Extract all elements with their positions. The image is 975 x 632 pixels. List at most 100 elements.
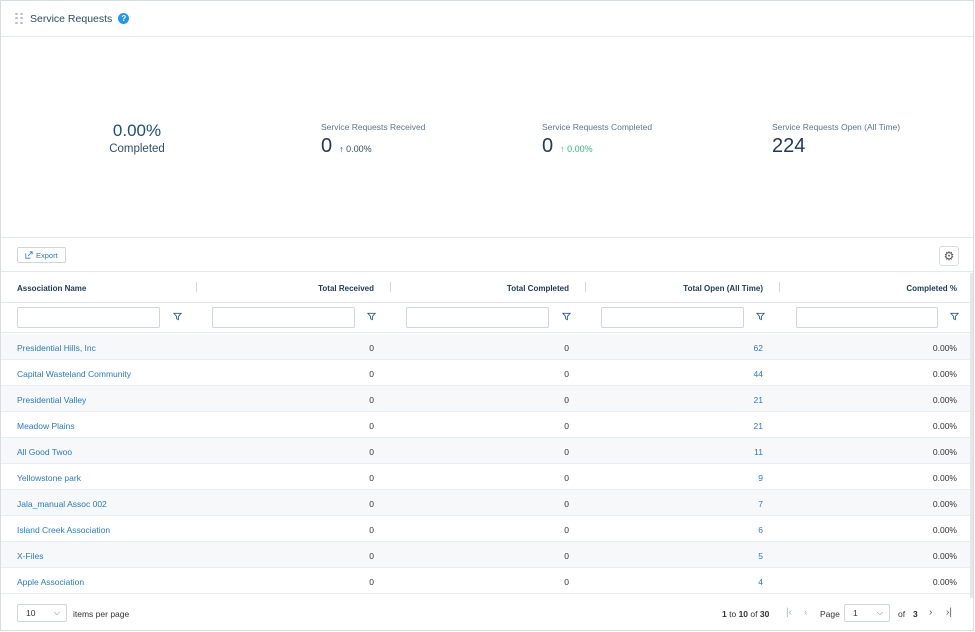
filter-icon[interactable] <box>367 312 376 321</box>
kpi-done-delta: ↑ 0.00% <box>560 144 593 154</box>
page-label: Page <box>820 609 840 619</box>
total-received-cell: 0 <box>369 577 374 587</box>
filter-icon[interactable] <box>562 312 571 321</box>
column-resize-handle[interactable] <box>585 282 586 292</box>
kpi-open-value: 224 <box>772 135 806 157</box>
total-completed-cell: 0 <box>564 369 569 379</box>
completed-percent-cell: 0.00% <box>932 343 957 353</box>
first-page-icon[interactable]: |‹ <box>786 607 792 618</box>
filter-input-total-completed[interactable] <box>406 307 549 328</box>
association-name-link[interactable]: Capital Wasteland Community <box>17 369 132 379</box>
filter-input-total-received[interactable] <box>212 307 355 328</box>
total-open-link[interactable]: 21 <box>753 395 763 405</box>
column-header-total-received[interactable]: Total Received <box>318 284 374 293</box>
table-row: Apple Association 0 0 4 0.00% <box>1 568 973 594</box>
total-received-cell: 0 <box>369 551 374 561</box>
total-open-link[interactable]: 11 <box>754 447 763 457</box>
completed-percent-cell: 0.00% <box>932 473 957 483</box>
next-page-icon[interactable]: › <box>929 607 933 618</box>
column-resize-handle[interactable] <box>390 282 391 292</box>
range-to: 10 <box>738 609 749 619</box>
completed-percent-cell: 0.00% <box>932 421 957 431</box>
column-header-total-open[interactable]: Total Open (All Time) <box>683 284 763 293</box>
total-received-cell: 0 <box>369 369 374 379</box>
column-header-association-name[interactable]: Association Name <box>17 284 87 293</box>
filter-icon[interactable] <box>173 312 182 321</box>
total-completed-cell: 0 <box>564 343 569 353</box>
kpi-completed-label: Completed <box>109 143 165 155</box>
completed-percent-cell: 0.00% <box>932 525 957 535</box>
total-completed-cell: 0 <box>564 525 569 535</box>
completed-percent-cell: 0.00% <box>932 369 957 379</box>
filter-input-completed-percent[interactable] <box>796 307 938 328</box>
association-name-link[interactable]: Meadow Plains <box>17 421 75 431</box>
kpi-done-value: 0 <box>542 135 554 157</box>
kpi-received-delta: ↑ 0.00% <box>339 144 372 154</box>
kpi-received-label: Service Requests Received <box>321 122 426 132</box>
filter-icon[interactable] <box>756 312 765 321</box>
filter-input-association-name[interactable] <box>17 307 160 328</box>
export-label: Export <box>36 250 58 260</box>
total-completed-cell: 0 <box>564 499 569 509</box>
table-row: Island Creek Association 0 0 6 0.00% <box>1 516 973 542</box>
column-header-completed-percent[interactable]: Completed % <box>906 284 957 293</box>
column-header-total-completed[interactable]: Total Completed <box>506 284 569 293</box>
kpi-received-value: 0 <box>321 135 333 157</box>
association-name-link[interactable]: Jala_manual Assoc 002 <box>17 499 107 509</box>
total-open-link[interactable]: 44 <box>753 369 763 379</box>
page-size-select[interactable]: 10 ⌵ <box>17 604 67 622</box>
drag-handle-icon[interactable] <box>15 12 23 25</box>
total-received-cell: 0 <box>369 343 374 353</box>
association-name-link[interactable]: All Good Twoo <box>17 447 73 457</box>
total-open-link[interactable]: 6 <box>758 525 763 535</box>
table-row: All Good Twoo 0 0 11 0.00% <box>1 438 973 464</box>
total-completed-cell: 0 <box>564 395 569 405</box>
vertical-scrollbar[interactable] <box>970 273 973 598</box>
association-name-link[interactable]: Apple Association <box>17 577 85 587</box>
kpi-open-label: Service Requests Open (All Time) <box>772 122 901 132</box>
column-resize-handle[interactable] <box>196 282 197 292</box>
association-name-link[interactable]: Presidential Valley <box>17 395 87 405</box>
page-of-label: of <box>898 609 906 619</box>
range-of-word: of <box>750 609 758 619</box>
association-name-link[interactable]: X-Files <box>17 551 44 561</box>
total-open-link[interactable]: 5 <box>758 551 763 561</box>
total-completed-cell: 0 <box>564 473 569 483</box>
export-button[interactable]: Export <box>17 247 66 263</box>
total-completed-cell: 0 <box>564 551 569 561</box>
association-name-link[interactable]: Island Creek Association <box>17 525 111 535</box>
filter-icon[interactable] <box>950 312 959 321</box>
range-total: 30 <box>759 609 770 619</box>
total-completed-cell: 0 <box>564 447 569 457</box>
filter-input-total-open[interactable] <box>601 307 744 328</box>
total-received-cell: 0 <box>369 421 374 431</box>
kpi-received: Service Requests Received 0 ↑ 0.00% <box>321 122 425 158</box>
last-page-icon[interactable]: ›| <box>946 607 952 618</box>
column-resize-handle[interactable] <box>779 282 780 292</box>
table-row: Presidential Valley 0 0 21 0.00% <box>1 386 973 412</box>
page-number-select[interactable]: 1 ⌵ <box>844 604 890 622</box>
total-open-link[interactable]: 21 <box>753 421 763 431</box>
previous-page-icon[interactable]: ‹ <box>804 607 808 618</box>
total-completed-cell: 0 <box>564 577 569 587</box>
kpi-done-label: Service Requests Completed <box>542 122 653 132</box>
completed-percent-cell: 0.00% <box>932 577 957 587</box>
total-open-link[interactable]: 7 <box>758 499 763 509</box>
association-name-link[interactable]: Presidential Hills, Inc <box>17 343 96 353</box>
total-open-link[interactable]: 62 <box>753 343 763 353</box>
grid-toolbar: Export ⚙ <box>1 239 973 272</box>
kpi-completed-value: 0.00% <box>112 121 162 140</box>
page-number-value: 1 <box>853 608 858 618</box>
kpi-completed: Service Requests Completed 0 ↑ 0.00% <box>542 122 652 158</box>
total-open-link[interactable]: 4 <box>758 577 763 587</box>
settings-gear-icon[interactable]: ⚙ <box>939 246 959 266</box>
range-to-word: to <box>729 609 737 619</box>
widget-title: Service Requests <box>30 12 113 25</box>
help-icon[interactable]: ? <box>118 13 130 24</box>
chevron-down-icon: ⌵ <box>53 608 60 617</box>
table-row: Yellowstone park 0 0 9 0.00% <box>1 464 973 490</box>
chevron-down-icon: ⌵ <box>876 608 883 617</box>
total-open-link[interactable]: 9 <box>758 473 763 483</box>
association-name-link[interactable]: Yellowstone park <box>17 473 81 483</box>
